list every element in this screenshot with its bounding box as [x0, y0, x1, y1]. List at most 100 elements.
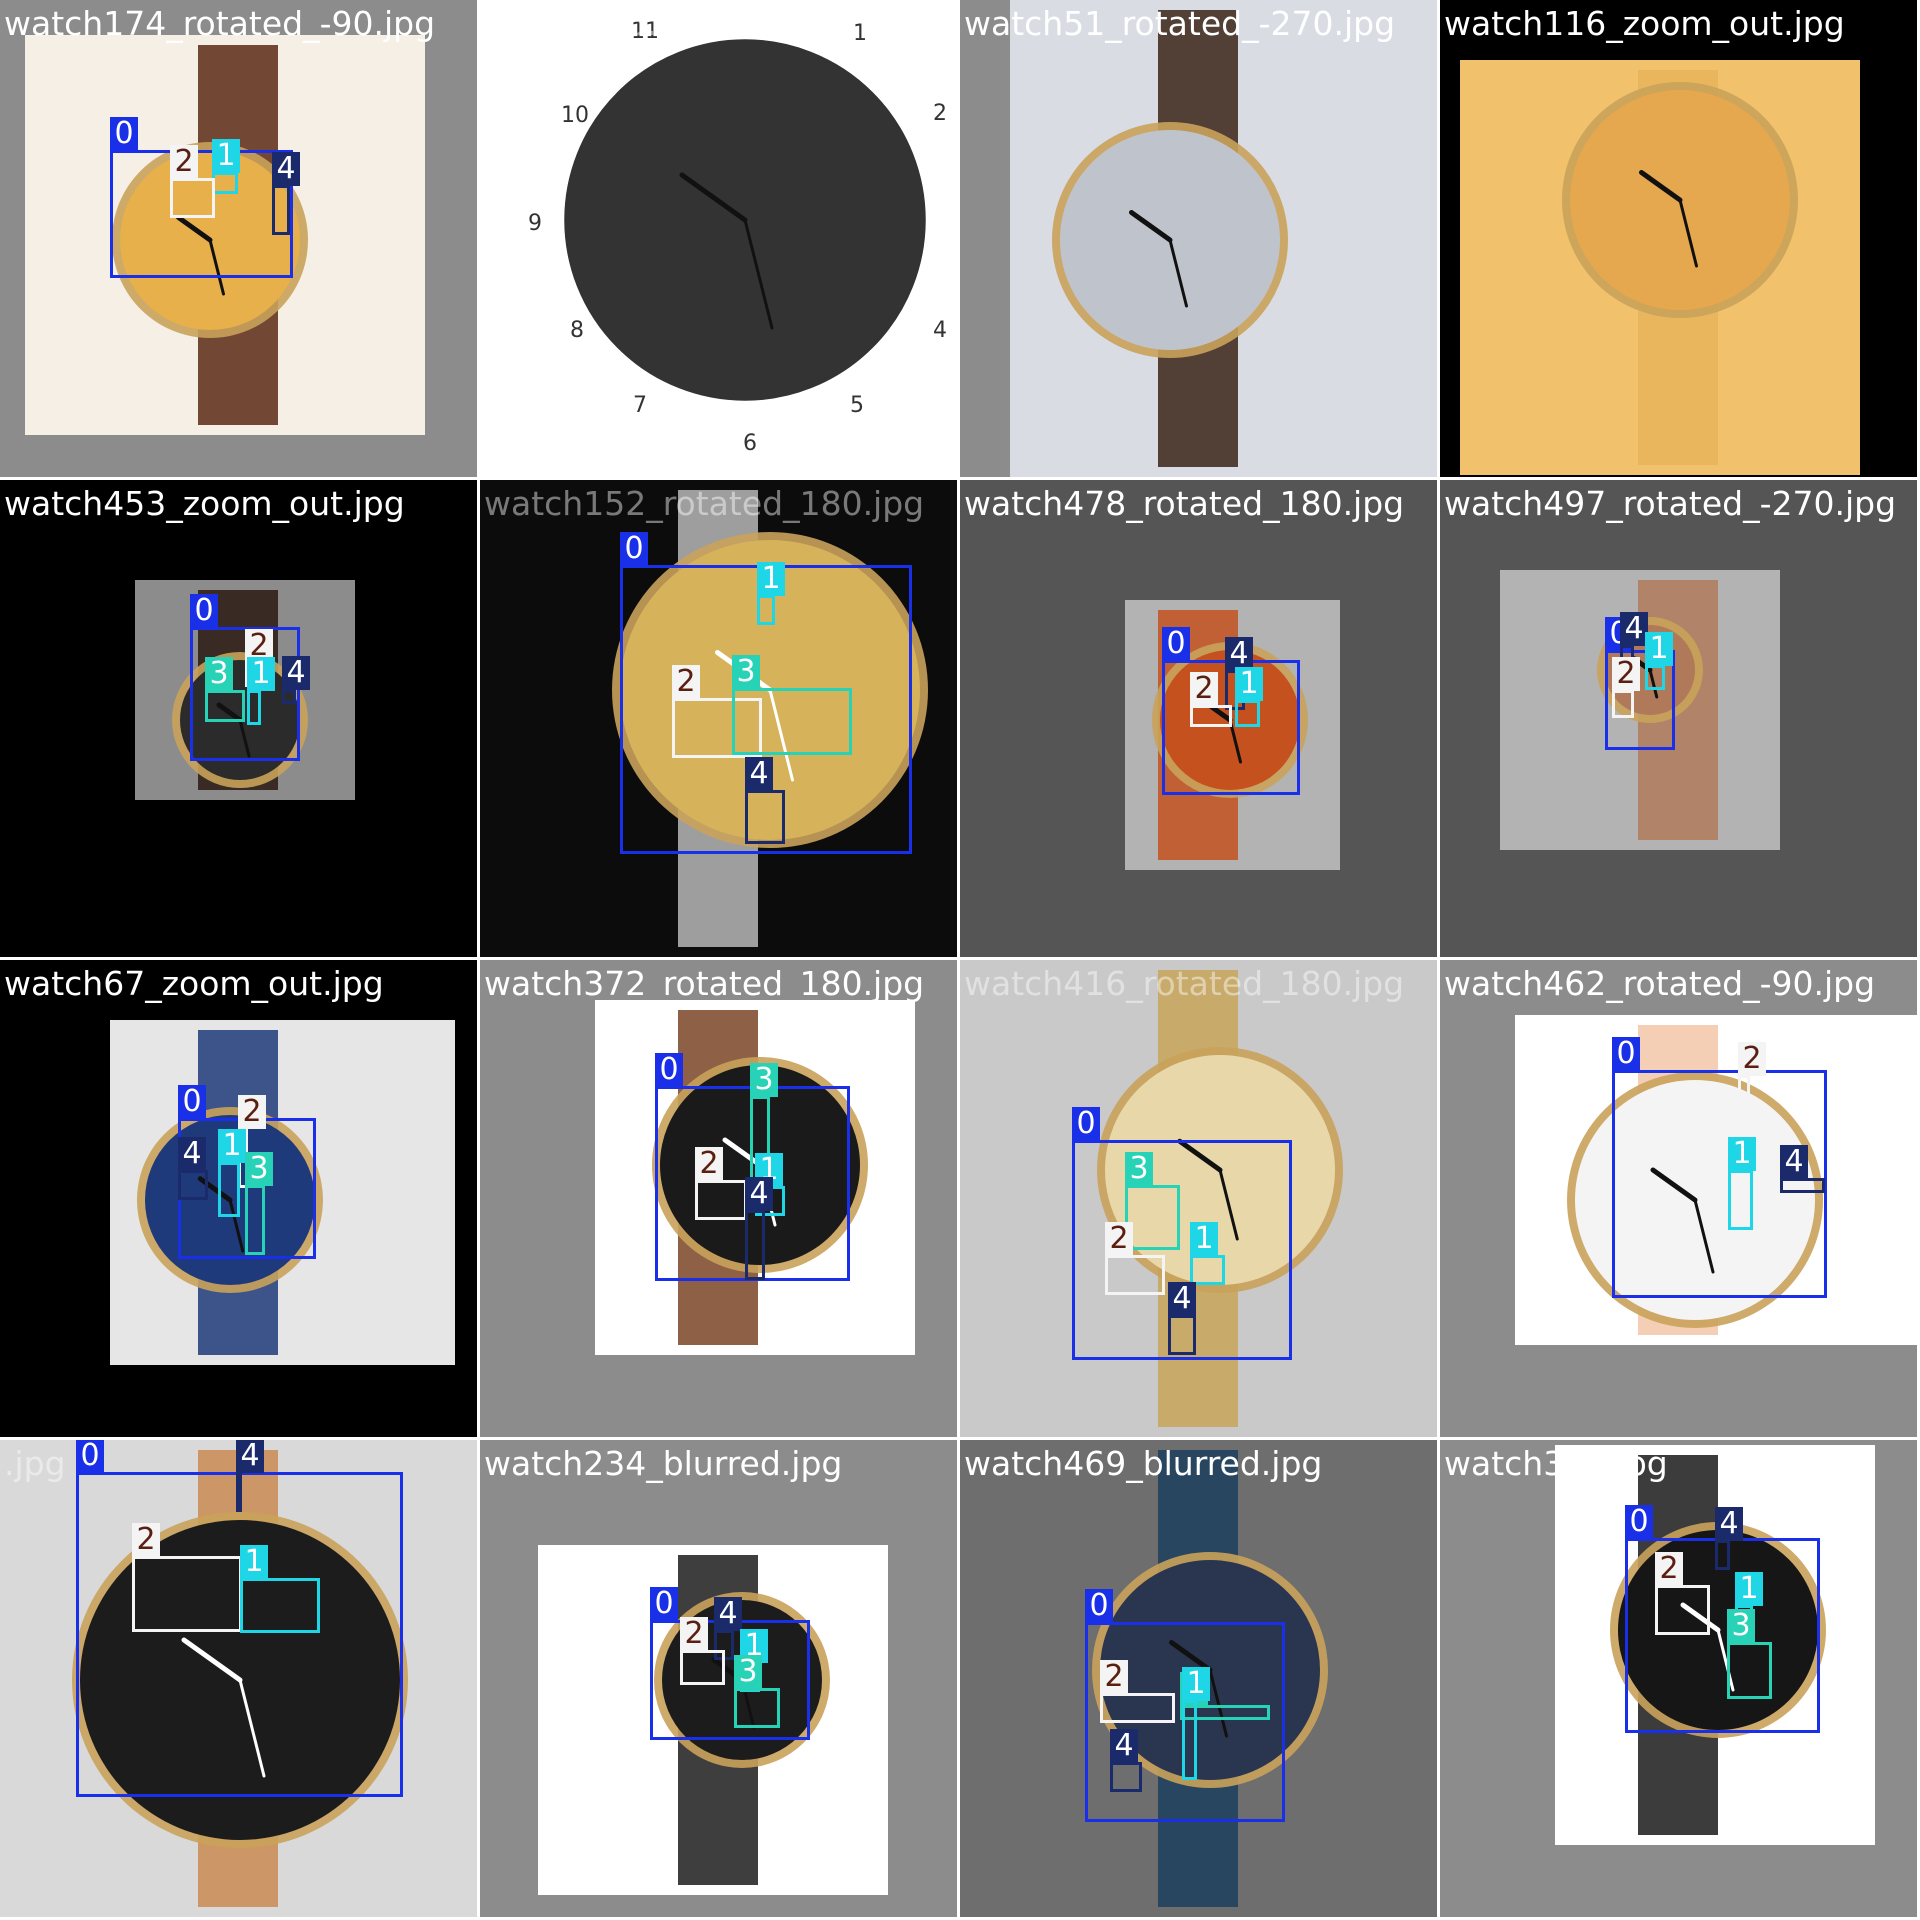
- mosaic-tile: .jpg 0 4 2 1: [0, 1440, 477, 1917]
- bounding-box-class-1: 1: [757, 562, 785, 625]
- filename-label: watch116_zoom_out.jpg: [1444, 4, 1845, 43]
- bounding-box-class-4: 4: [282, 656, 310, 704]
- filename-label: watch174_rotated_-90.jpg: [4, 4, 436, 43]
- class-label: 4: [1715, 1507, 1743, 1541]
- mosaic-tile: watch116_zoom_out.jpg03124: [1440, 0, 1917, 477]
- bounding-box-class-3: 3: [732, 655, 852, 755]
- filename-label: watch152_rotated_180.jpg: [484, 484, 925, 523]
- bounding-box-class-3: 3: [734, 1655, 780, 1728]
- class-label: 3: [1125, 1152, 1153, 1186]
- clock-numeral: 10: [561, 103, 589, 128]
- watch-image: [1460, 60, 1860, 475]
- bounding-box-class-0: 0: [1612, 1037, 1827, 1298]
- bounding-box-class-2: 2: [170, 145, 215, 218]
- filename-label: .jpg: [4, 1444, 66, 1483]
- bounding-box-class-0: 0: [190, 594, 300, 761]
- bounding-box-class-0: 0: [1072, 1107, 1292, 1360]
- bounding-box-class-1: 1: [1728, 1137, 1756, 1230]
- class-label: 4: [714, 1597, 742, 1631]
- clock-numeral: 5: [850, 393, 864, 418]
- mosaic-tile: watch478_rotated_180.jpg 0 4 2 1: [960, 480, 1437, 957]
- class-label: 4: [745, 757, 773, 791]
- class-label: 1: [1235, 667, 1263, 701]
- class-label: 3: [1727, 1609, 1755, 1643]
- mosaic-tile: watch360.jpg 0 4 2 1 3: [1440, 1440, 1917, 1917]
- class-label: 2: [1655, 1552, 1683, 1586]
- bounding-box-class-3: 3: [1125, 1152, 1180, 1250]
- bounding-box-class-2: 2: [132, 1523, 242, 1632]
- filename-label: watch453_zoom_out.jpg: [4, 484, 405, 523]
- class-label: 4: [1780, 1145, 1808, 1179]
- watch-image: [25, 35, 425, 435]
- watch-image: [0, 1440, 477, 1917]
- class-label: 1: [1645, 632, 1673, 666]
- bounding-box-class-2: 2: [1100, 1660, 1175, 1723]
- class-label: 2: [1612, 657, 1640, 691]
- bounding-box-class-2: 2: [672, 665, 762, 758]
- bounding-box-class-1: 1: [1645, 632, 1673, 690]
- bounding-box-class-0: 0: [76, 1440, 403, 1797]
- class-label: 2: [1105, 1222, 1133, 1256]
- class-label: 1: [1728, 1137, 1756, 1171]
- class-label: 1: [757, 562, 785, 596]
- clock-numeral: 7: [633, 393, 647, 418]
- class-label: 1: [1735, 1572, 1763, 1606]
- watch-image: [505, 0, 957, 477]
- class-label: 4: [1168, 1282, 1196, 1316]
- class-label: 4: [1225, 637, 1253, 671]
- bounding-box-class-4: 4: [178, 1137, 208, 1200]
- bounding-box-class-3: 3: [1727, 1609, 1772, 1699]
- class-label: 0: [1085, 1589, 1113, 1623]
- bounding-box-class-2: 2: [1612, 657, 1640, 718]
- class-label: 2: [1738, 1042, 1766, 1076]
- tile-image: 11 110 298 47 56: [505, 0, 957, 477]
- filename-label: watch372_rotated_180.jpg: [484, 964, 925, 1003]
- watch-image: [1010, 0, 1437, 477]
- bounding-box-class-2: 2: [695, 1147, 747, 1220]
- class-label: 0: [1162, 627, 1190, 661]
- class-label: 1: [1190, 1222, 1218, 1256]
- class-label: 3: [734, 1655, 762, 1689]
- mosaic-tile: watch462_rotated_-90.jpg 0 2 4 1: [1440, 960, 1917, 1437]
- class-label: 2: [170, 145, 198, 179]
- clock-numeral: 4: [933, 318, 947, 343]
- class-label: 1: [240, 1545, 268, 1579]
- bounding-box-class-4: 4: [1168, 1282, 1196, 1355]
- clock-numeral: 11: [631, 19, 659, 44]
- clock-numeral: 1: [853, 21, 867, 46]
- mosaic-tile: watch67_zoom_out.jpg 0 2 4 1 3: [0, 960, 477, 1437]
- class-label: 2: [680, 1617, 708, 1651]
- bounding-box-class-4: 4: [745, 757, 785, 844]
- bounding-box-class-1: 1: [1182, 1667, 1210, 1780]
- filename-label: watch478_rotated_180.jpg: [964, 484, 1405, 523]
- class-label: 3: [732, 655, 760, 689]
- clock-numeral: 2: [933, 101, 947, 126]
- bounding-box-class-0: 0: [110, 117, 293, 278]
- bounding-box-class-1: 1: [247, 657, 275, 725]
- filename-label: watch360.jpg: [1444, 1444, 1668, 1483]
- bounding-box-class-2: 2: [680, 1617, 725, 1685]
- class-label: 1: [1182, 1667, 1210, 1701]
- bounding-box-class-4: 4: [745, 1177, 773, 1280]
- filename-label: watch462_rotated_-90.jpg: [1444, 964, 1876, 1003]
- bounding-box-class-0: 0: [1085, 1589, 1285, 1822]
- clock-numeral: 6: [743, 431, 757, 456]
- class-label: 0: [1072, 1107, 1100, 1141]
- class-label: 1: [212, 139, 240, 173]
- mosaic-tile: watch497_rotated_-270.jpg 0 4 1 2: [1440, 480, 1917, 957]
- bounding-box-class-1: 1: [1190, 1222, 1225, 1285]
- class-label: 3: [750, 1063, 778, 1097]
- mosaic-tile: watch152_rotated_180.jpg 0 1 2 3 4: [480, 480, 957, 957]
- class-label: 1: [247, 657, 275, 691]
- class-label: 3: [205, 657, 233, 691]
- class-label: 0: [190, 594, 218, 628]
- filename-label: watch67_zoom_out.jpg: [4, 964, 384, 1003]
- clock-numeral: 8: [570, 318, 584, 343]
- tile-image: [1500, 570, 1780, 850]
- bounding-box-class-4: 4: [714, 1597, 742, 1660]
- bounding-box-class-3: 3: [750, 1063, 778, 1196]
- class-label: 1: [218, 1129, 246, 1163]
